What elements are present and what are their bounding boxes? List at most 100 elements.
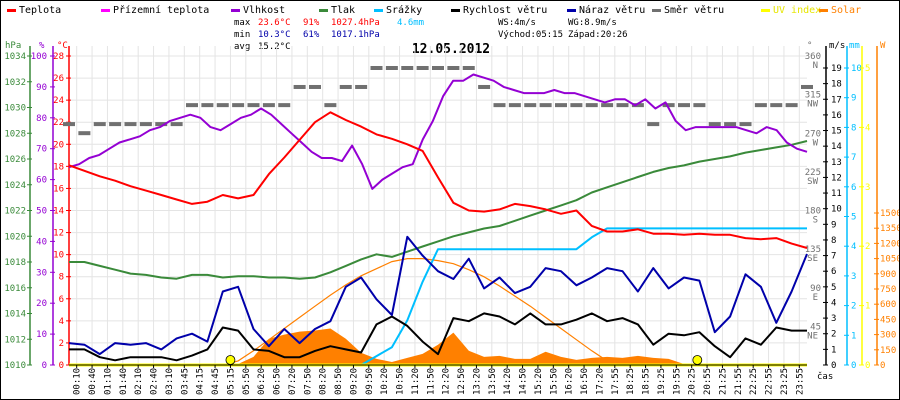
- x-tick-label: 10:20: [380, 368, 390, 395]
- rain-tick-label: 4: [851, 242, 856, 252]
- series-vlhkost: [68, 73, 808, 190]
- x-tick-label: 11:20: [411, 368, 421, 395]
- stat-avg-label: avg: [234, 42, 250, 52]
- stat-sunset: Západ:20:26: [568, 30, 628, 40]
- series-wind-direction-mark: [401, 66, 414, 70]
- rain-tick-label: 6: [851, 183, 856, 193]
- rain-tick-label: 10: [851, 64, 862, 74]
- x-tick-label: 01:40: [119, 368, 129, 395]
- series-wind-direction-mark: [601, 103, 614, 108]
- wind-tick-label: 14: [831, 142, 842, 152]
- wind-tick-label: 17: [831, 95, 842, 105]
- series-wind-direction-mark: [293, 84, 306, 89]
- pressure-tick-label: 1014: [4, 310, 26, 320]
- x-tick-label: 13:20: [472, 368, 482, 395]
- solar-tick-label: 0: [880, 361, 885, 371]
- x-tick-label: 06:20: [257, 368, 267, 395]
- series-wind-direction-mark: [232, 103, 245, 108]
- legend-label: Směr větru: [664, 4, 724, 16]
- x-tick-label: 23:55: [795, 368, 805, 395]
- humidity-tick-label: 70: [36, 145, 47, 155]
- direction-tick-dir: W: [813, 138, 819, 148]
- series-wind-direction-mark: [739, 122, 752, 127]
- series-wind-direction-mark: [355, 84, 368, 89]
- x-axis-ticks: 00:10 00:40 01:10 01:40 02:10 02:40 03:10 03:45…: [69, 364, 807, 395]
- wind-tick-label: 9: [831, 220, 836, 230]
- pressure-tick-label: 1022: [4, 207, 26, 217]
- series-wind-direction-mark: [708, 122, 721, 127]
- rain-tick-label: 2: [851, 302, 856, 312]
- wind-tick-label: 13: [831, 158, 842, 168]
- x-tick-label: 02:40: [150, 368, 160, 395]
- legend-swatch: [761, 9, 770, 12]
- direction-tick-dir: E: [813, 293, 818, 303]
- stat-sunrise: Východ:05:15: [498, 30, 563, 40]
- stat-wind-gust: WG:8.9m/s: [568, 18, 617, 28]
- series-wind-direction-mark: [262, 103, 275, 108]
- stats-block: max 23.6°C 91% 1027.4hPa 4.6mm min 10.3°…: [234, 18, 628, 52]
- series-wind-direction-mark: [570, 103, 583, 108]
- direction-tick-dir: NE: [807, 331, 818, 341]
- wind-tick-label: 4: [831, 298, 836, 308]
- x-tick-label: 18:55: [642, 368, 652, 395]
- series-wind-direction-mark: [724, 122, 737, 127]
- series-wind-direction-mark: [462, 66, 475, 70]
- temperature-tick-label: 2: [59, 339, 64, 349]
- rain-axis-unit: mm: [849, 41, 860, 51]
- direction-tick-dir: NW: [807, 100, 818, 110]
- legend-swatch: [819, 9, 828, 12]
- humidity-tick-label: 0: [42, 361, 47, 371]
- solar-tick-label: 1200: [880, 239, 899, 249]
- x-tick-label: 03:45: [180, 368, 190, 395]
- x-tick-label: 21:55: [734, 368, 744, 395]
- wind-tick-label: 12: [831, 173, 842, 183]
- series-wind-direction-mark: [801, 84, 813, 89]
- temperature-tick-label: 4: [59, 317, 64, 327]
- wind-tick-label: 8: [831, 236, 836, 246]
- series-wind-direction-mark: [186, 103, 198, 108]
- solar-tick-label: 1350: [880, 224, 899, 234]
- series-wind-direction-mark: [324, 103, 337, 108]
- wind-tick-label: 16: [831, 111, 842, 121]
- temperature-tick-label: 16: [53, 184, 64, 194]
- series-wind-direction-mark: [124, 122, 137, 127]
- stat-min-press: 1017.1hPa: [331, 30, 380, 40]
- pressure-tick-label: 1032: [4, 78, 26, 88]
- x-tick-label: 19:55: [672, 368, 682, 395]
- pressure-tick-label: 1034: [4, 52, 26, 62]
- series-wind-direction-mark: [678, 103, 690, 108]
- rain-tick-label: 1: [851, 331, 856, 341]
- x-tick-label: 05:50: [242, 368, 252, 395]
- direction-tick-label: 90: [810, 284, 821, 294]
- series-wind-direction-mark: [785, 103, 798, 108]
- x-tick-label: 22:25: [749, 368, 759, 395]
- stat-avg-temp: 15.2°C: [258, 42, 291, 52]
- series-wind-direction-mark: [555, 103, 567, 108]
- series-wind-direction-mark: [78, 131, 91, 136]
- solar-tick-label: 450: [880, 315, 896, 325]
- rain-tick-label: 8: [851, 123, 856, 133]
- series-wind-direction-mark: [201, 103, 214, 108]
- series-wind-direction-mark: [309, 84, 321, 89]
- series-wind-direction-mark: [508, 103, 521, 108]
- legend-label: Tlak: [331, 5, 355, 16]
- solar-tick-label: 900: [880, 270, 896, 280]
- legend-swatch: [319, 9, 328, 12]
- series-teplota: [68, 111, 808, 249]
- uv-tick-label: 0: [865, 361, 870, 371]
- direction-tick-label: 225: [805, 168, 821, 178]
- stat-max-hum: 91%: [303, 18, 320, 28]
- legend-swatch: [7, 9, 16, 12]
- legend-label: UV index: [773, 5, 821, 16]
- temperature-tick-label: 22: [53, 118, 64, 128]
- x-tick-label: 09:20: [349, 368, 359, 395]
- humidity-tick-label: 10: [36, 330, 47, 340]
- temperature-tick-label: 12: [53, 229, 64, 239]
- humidity-tick-label: 20: [36, 299, 47, 309]
- series-wind-direction-mark: [693, 103, 706, 108]
- series-wind-direction-mark: [770, 103, 783, 108]
- x-tick-label: 20:55: [703, 368, 713, 395]
- direction-tick-label: 315: [805, 91, 821, 101]
- stat-wind-speed: WS:4m/s: [498, 18, 536, 28]
